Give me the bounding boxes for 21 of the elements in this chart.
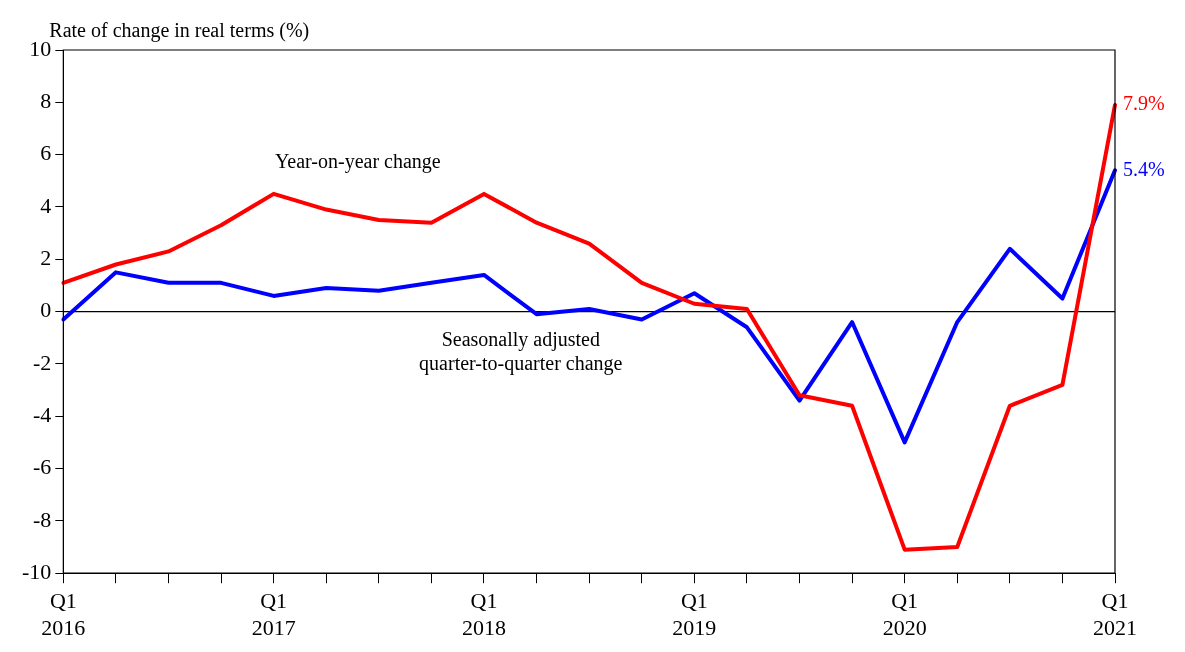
x-tick-label: Q1 2020: [882, 588, 927, 640]
x-tick-label: Q1 2016: [41, 588, 86, 640]
y-tick-label: -8: [33, 506, 52, 532]
y-tick-label: 2: [40, 245, 52, 271]
x-tick-label: Q1 2017: [251, 588, 296, 640]
x-tick-label: Q1 2018: [462, 588, 506, 640]
x-tick-label: Q1 2021: [1093, 588, 1137, 640]
y-tick-label: 6: [40, 140, 52, 166]
y-tick-label: -6: [33, 454, 52, 480]
series-label: Seasonally adjusted quarter-to-quarter change: [419, 327, 623, 375]
series-label: Year-on-year change: [274, 149, 441, 173]
y-tick-label: 4: [40, 192, 52, 218]
data-label: 7.9%: [1123, 92, 1165, 115]
y-tick-label: -10: [22, 558, 52, 584]
y-tick-label: 0: [40, 297, 52, 323]
y-tick-label: -4: [33, 402, 52, 428]
data-label: 5.4%: [1123, 157, 1165, 180]
y-tick-label: -2: [33, 349, 52, 375]
y-tick-label: 8: [40, 88, 52, 114]
x-tick-label: Q1 2019: [672, 588, 717, 640]
y-axis-title: Rate of change in real terms (%): [49, 19, 310, 43]
